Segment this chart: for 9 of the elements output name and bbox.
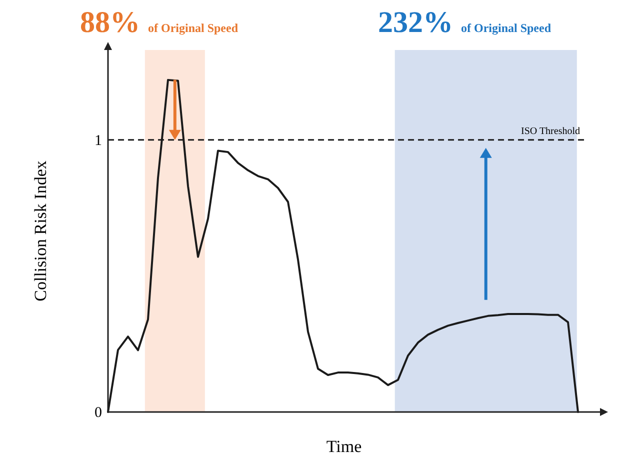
y-axis-title: Collision Risk Index [31, 160, 50, 302]
ref-line-label: ISO Threshold [521, 126, 580, 137]
text: of Original Speed [461, 21, 552, 35]
text: 232% [378, 6, 453, 39]
y-tick-label: 0 [94, 405, 102, 421]
text: 88% [80, 6, 140, 39]
x-axis-title: Time [326, 437, 362, 456]
text: of Original Speed [148, 21, 238, 35]
y-tick-label: 1 [94, 132, 102, 149]
